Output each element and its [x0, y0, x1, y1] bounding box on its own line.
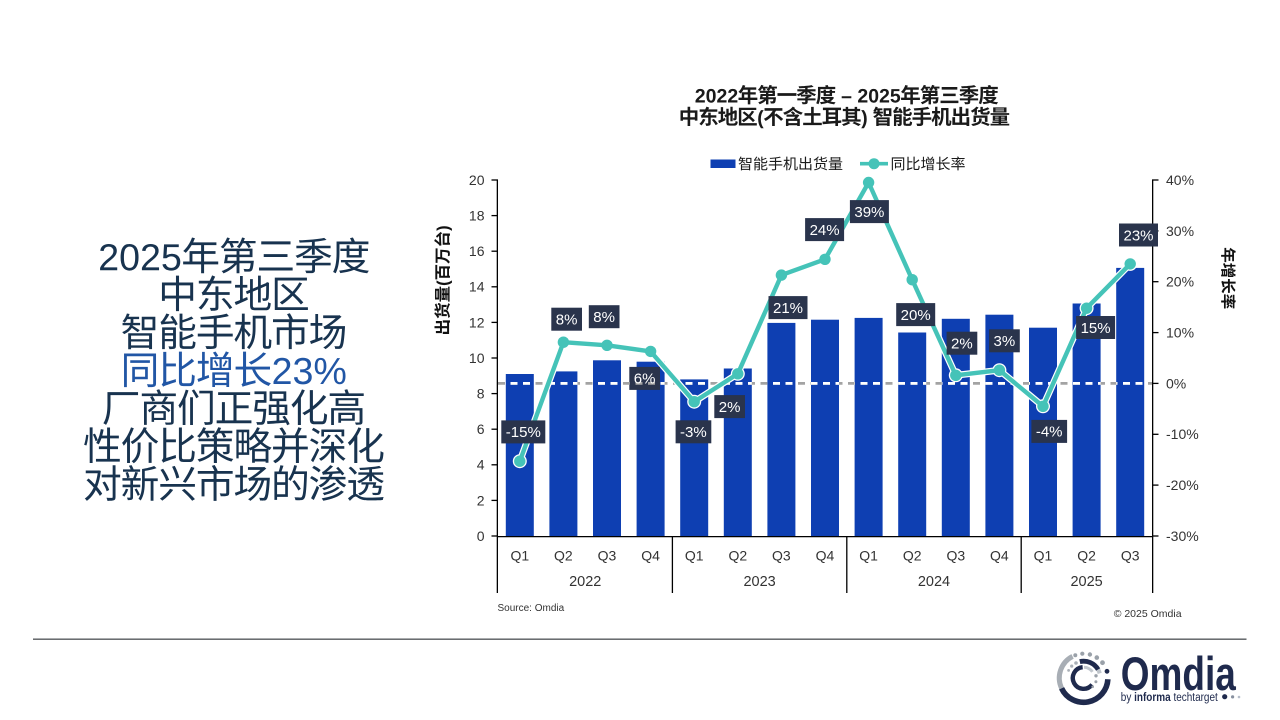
svg-text:20%: 20%: [901, 307, 931, 324]
svg-text:6%: 6%: [634, 371, 656, 388]
svg-text:Q2: Q2: [903, 548, 922, 564]
svg-text:-30%: -30%: [1166, 528, 1199, 544]
svg-text:-4%: -4%: [1036, 424, 1063, 441]
svg-text:-20%: -20%: [1166, 477, 1199, 493]
svg-text:21%: 21%: [773, 300, 803, 317]
svg-text:2025: 2025: [1070, 574, 1102, 590]
svg-text:-10%: -10%: [1166, 426, 1199, 442]
svg-text:2023: 2023: [743, 574, 775, 590]
svg-text:8%: 8%: [556, 312, 578, 329]
svg-text:2024: 2024: [918, 574, 950, 590]
svg-text:Q4: Q4: [641, 548, 660, 564]
svg-text:-3%: -3%: [680, 424, 707, 441]
svg-text:14: 14: [469, 279, 485, 295]
svg-text:12: 12: [469, 314, 485, 330]
svg-text:Q2: Q2: [1077, 548, 1096, 564]
svg-text:16: 16: [469, 243, 485, 259]
svg-text:3%: 3%: [994, 333, 1016, 350]
svg-text:30%: 30%: [1166, 223, 1194, 239]
svg-text:20: 20: [469, 172, 485, 188]
svg-text:Q2: Q2: [728, 548, 747, 564]
svg-text:-15%: -15%: [506, 424, 541, 441]
svg-text:Q1: Q1: [859, 548, 878, 564]
svg-text:24%: 24%: [810, 222, 840, 239]
svg-text:15%: 15%: [1081, 320, 1111, 337]
svg-text:Q3: Q3: [772, 548, 791, 564]
svg-text:23%: 23%: [1123, 227, 1153, 244]
svg-text:39%: 39%: [854, 204, 884, 221]
svg-text:2022: 2022: [569, 574, 601, 590]
svg-text:Q3: Q3: [1121, 548, 1140, 564]
svg-text:4: 4: [477, 457, 485, 473]
svg-text:8: 8: [477, 386, 485, 402]
svg-text:0: 0: [477, 528, 485, 544]
svg-text:2%: 2%: [719, 399, 741, 416]
svg-text:10: 10: [469, 350, 485, 366]
svg-text:Q3: Q3: [946, 548, 965, 564]
svg-text:© 2025 Omdia: © 2025 Omdia: [1114, 608, 1182, 620]
svg-text:Q4: Q4: [990, 548, 1009, 564]
svg-text:Q1: Q1: [1034, 548, 1053, 564]
svg-text:0%: 0%: [1166, 375, 1186, 391]
svg-text:by informa techtarget: by informa techtarget: [1121, 692, 1219, 704]
svg-text:6: 6: [477, 421, 485, 437]
svg-text:40%: 40%: [1166, 172, 1194, 188]
svg-text:Q1: Q1: [685, 548, 704, 564]
svg-text:Q3: Q3: [598, 548, 617, 564]
svg-text:10%: 10%: [1166, 325, 1194, 341]
svg-text:Source: Omdia: Source: Omdia: [498, 603, 565, 614]
svg-text:Omdia: Omdia: [1121, 647, 1237, 700]
svg-text:8%: 8%: [593, 309, 615, 326]
svg-text:2%: 2%: [951, 336, 973, 353]
svg-text:Q2: Q2: [554, 548, 573, 564]
svg-text:18: 18: [469, 208, 485, 224]
svg-text:20%: 20%: [1166, 274, 1194, 290]
svg-text:Q1: Q1: [510, 548, 529, 564]
svg-text:Q4: Q4: [816, 548, 835, 564]
svg-text:2: 2: [477, 492, 485, 508]
